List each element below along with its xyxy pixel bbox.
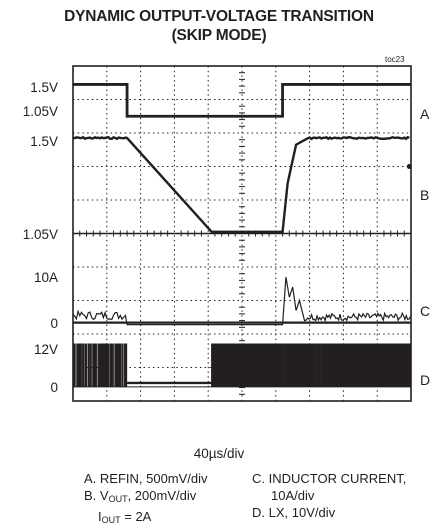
trace-d-lx bbox=[72, 343, 412, 388]
figure-id: toc23 bbox=[385, 55, 405, 64]
y-label-d-zero: 0 bbox=[50, 380, 58, 395]
trace-b-vout bbox=[72, 135, 410, 234]
y-label-c-zero: 0 bbox=[50, 316, 58, 331]
legend-c-scale: 10A/div bbox=[271, 488, 315, 503]
oscilloscope-plot bbox=[72, 65, 412, 402]
y-label-b-high: 1.5V bbox=[30, 134, 58, 149]
legend-a: A. REFIN, 500mV/div bbox=[84, 471, 208, 486]
trace-label-d: D bbox=[420, 372, 431, 388]
trace-label-c: C bbox=[420, 303, 431, 319]
chart-title-line1: DYNAMIC OUTPUT-VOLTAGE TRANSITION bbox=[64, 8, 374, 25]
trace-d-dense-switching bbox=[212, 345, 284, 386]
chart-title-line2: (SKIP MODE) bbox=[171, 27, 267, 44]
y-label-a-low: 1.05V bbox=[22, 104, 58, 119]
legend-d: D. LX, 10V/div bbox=[252, 505, 336, 520]
legend-b: B. VOUT, 200mV/div bbox=[84, 488, 197, 504]
legend-right: C. INDUCTOR CURRENT, 10A/div D. LX, 10V/… bbox=[252, 470, 438, 521]
trace-label-a: A bbox=[420, 106, 430, 122]
y-label-a-high: 1.5V bbox=[30, 80, 58, 95]
y-label-c-high: 10A bbox=[33, 270, 58, 285]
legend-c: C. INDUCTOR CURRENT, bbox=[252, 471, 407, 486]
trace-a-refin bbox=[73, 83, 411, 118]
trace-c-inductor-current bbox=[72, 276, 411, 326]
trace-b-marker bbox=[406, 164, 412, 169]
y-label-d-high: 12V bbox=[33, 342, 58, 357]
x-scale-label: 40µs/div bbox=[193, 446, 245, 461]
y-label-b-low: 1.05V bbox=[22, 227, 58, 242]
trace-label-b: B bbox=[420, 187, 430, 203]
